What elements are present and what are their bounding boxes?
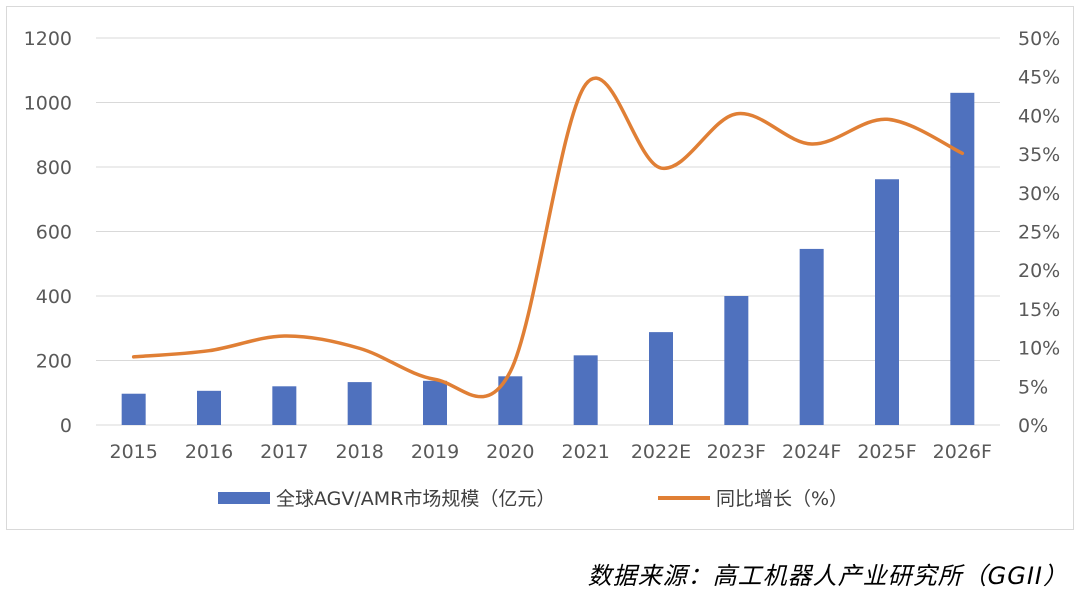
growth-point-2026F [961,152,964,155]
growth-point-2016 [208,349,211,352]
x-tick-label: 2019 [411,441,459,463]
right-tick-label: 20% [1018,260,1060,282]
right-tick-label: 40% [1018,105,1060,127]
growth-point-2022E [660,167,663,170]
bar-2021 [573,355,598,425]
bar-2017 [272,386,297,425]
bar-2023F [724,296,749,425]
growth-point-2018 [358,347,361,350]
right-tick-label: 25% [1018,222,1060,244]
left-tick-label: 1200 [24,28,72,50]
right-tick-label: 15% [1018,299,1060,321]
legend-bar-swatch [218,492,270,504]
bar-2016 [197,390,221,425]
bar-2025F [875,179,899,425]
right-tick-label: 10% [1018,338,1060,360]
bar-2015 [121,393,146,425]
gridlines [96,37,1000,426]
left-tick-label: 400 [36,286,72,308]
x-tick-label: 2020 [486,441,534,463]
x-tick-label: 2017 [260,441,308,463]
left-tick-label: 0 [60,415,72,437]
right-tick-label: 45% [1018,67,1060,89]
bar-2018 [347,382,372,425]
right-tick-label: 5% [1018,376,1048,398]
right-tick-label: 50% [1018,28,1060,50]
legend: 全球AGV/AMR市场规模（亿元） 同比增长（%） [218,488,848,510]
x-tick-label: 2025F [857,441,916,463]
right-axis-ticks: 0% 5% 10% 15% 20% 25% 30% 35% 40% 45% 50% [1018,28,1060,437]
line-series [131,76,965,399]
growth-point-2020 [509,370,512,373]
x-tick-label: 2024F [782,441,841,463]
x-tick-label: 2023F [707,441,766,463]
legend-line-label: 同比增长（%） [716,488,848,510]
growth-line [131,76,965,399]
bar-2026F [950,92,975,425]
growth-point-2025F [886,118,889,121]
right-tick-label: 0% [1018,415,1048,437]
x-tick-label: 2021 [561,441,609,463]
x-tick-label: 2015 [109,441,157,463]
growth-point-2017 [283,334,286,337]
left-axis-ticks: 0 200 400 600 800 1000 1200 [24,28,72,437]
source-note: 数据来源：高工机器人产业研究所（GGII） [587,562,1068,590]
bar-2022E [649,332,673,425]
left-tick-label: 1000 [24,93,72,115]
legend-bar-label: 全球AGV/AMR市场规模（亿元） [276,488,555,510]
growth-point-2023F [735,112,738,115]
x-tick-label: 2022E [631,441,691,463]
left-tick-label: 200 [36,351,72,373]
growth-point-2019 [434,378,437,381]
x-tick-label: 2018 [335,441,383,463]
right-tick-label: 30% [1018,183,1060,205]
growth-point-2015 [132,355,135,358]
growth-point-2024F [810,143,813,146]
bar-2024F [799,248,824,425]
x-tick-label: 2016 [185,441,233,463]
growth-point-2021 [584,83,587,86]
x-axis-ticks: 2015 2016 2017 2018 2019 2020 2021 2022E 2023F 20… [109,441,991,463]
bar-series [121,92,975,425]
bar-2019 [423,380,447,425]
left-tick-label: 800 [36,157,72,179]
combo-chart: 0 200 400 600 800 1000 1200 0% 5% 10% 15% 20% 25% 30… [24,28,1061,510]
left-tick-label: 600 [36,222,72,244]
right-tick-label: 35% [1018,144,1060,166]
x-tick-label: 2026F [933,441,992,463]
